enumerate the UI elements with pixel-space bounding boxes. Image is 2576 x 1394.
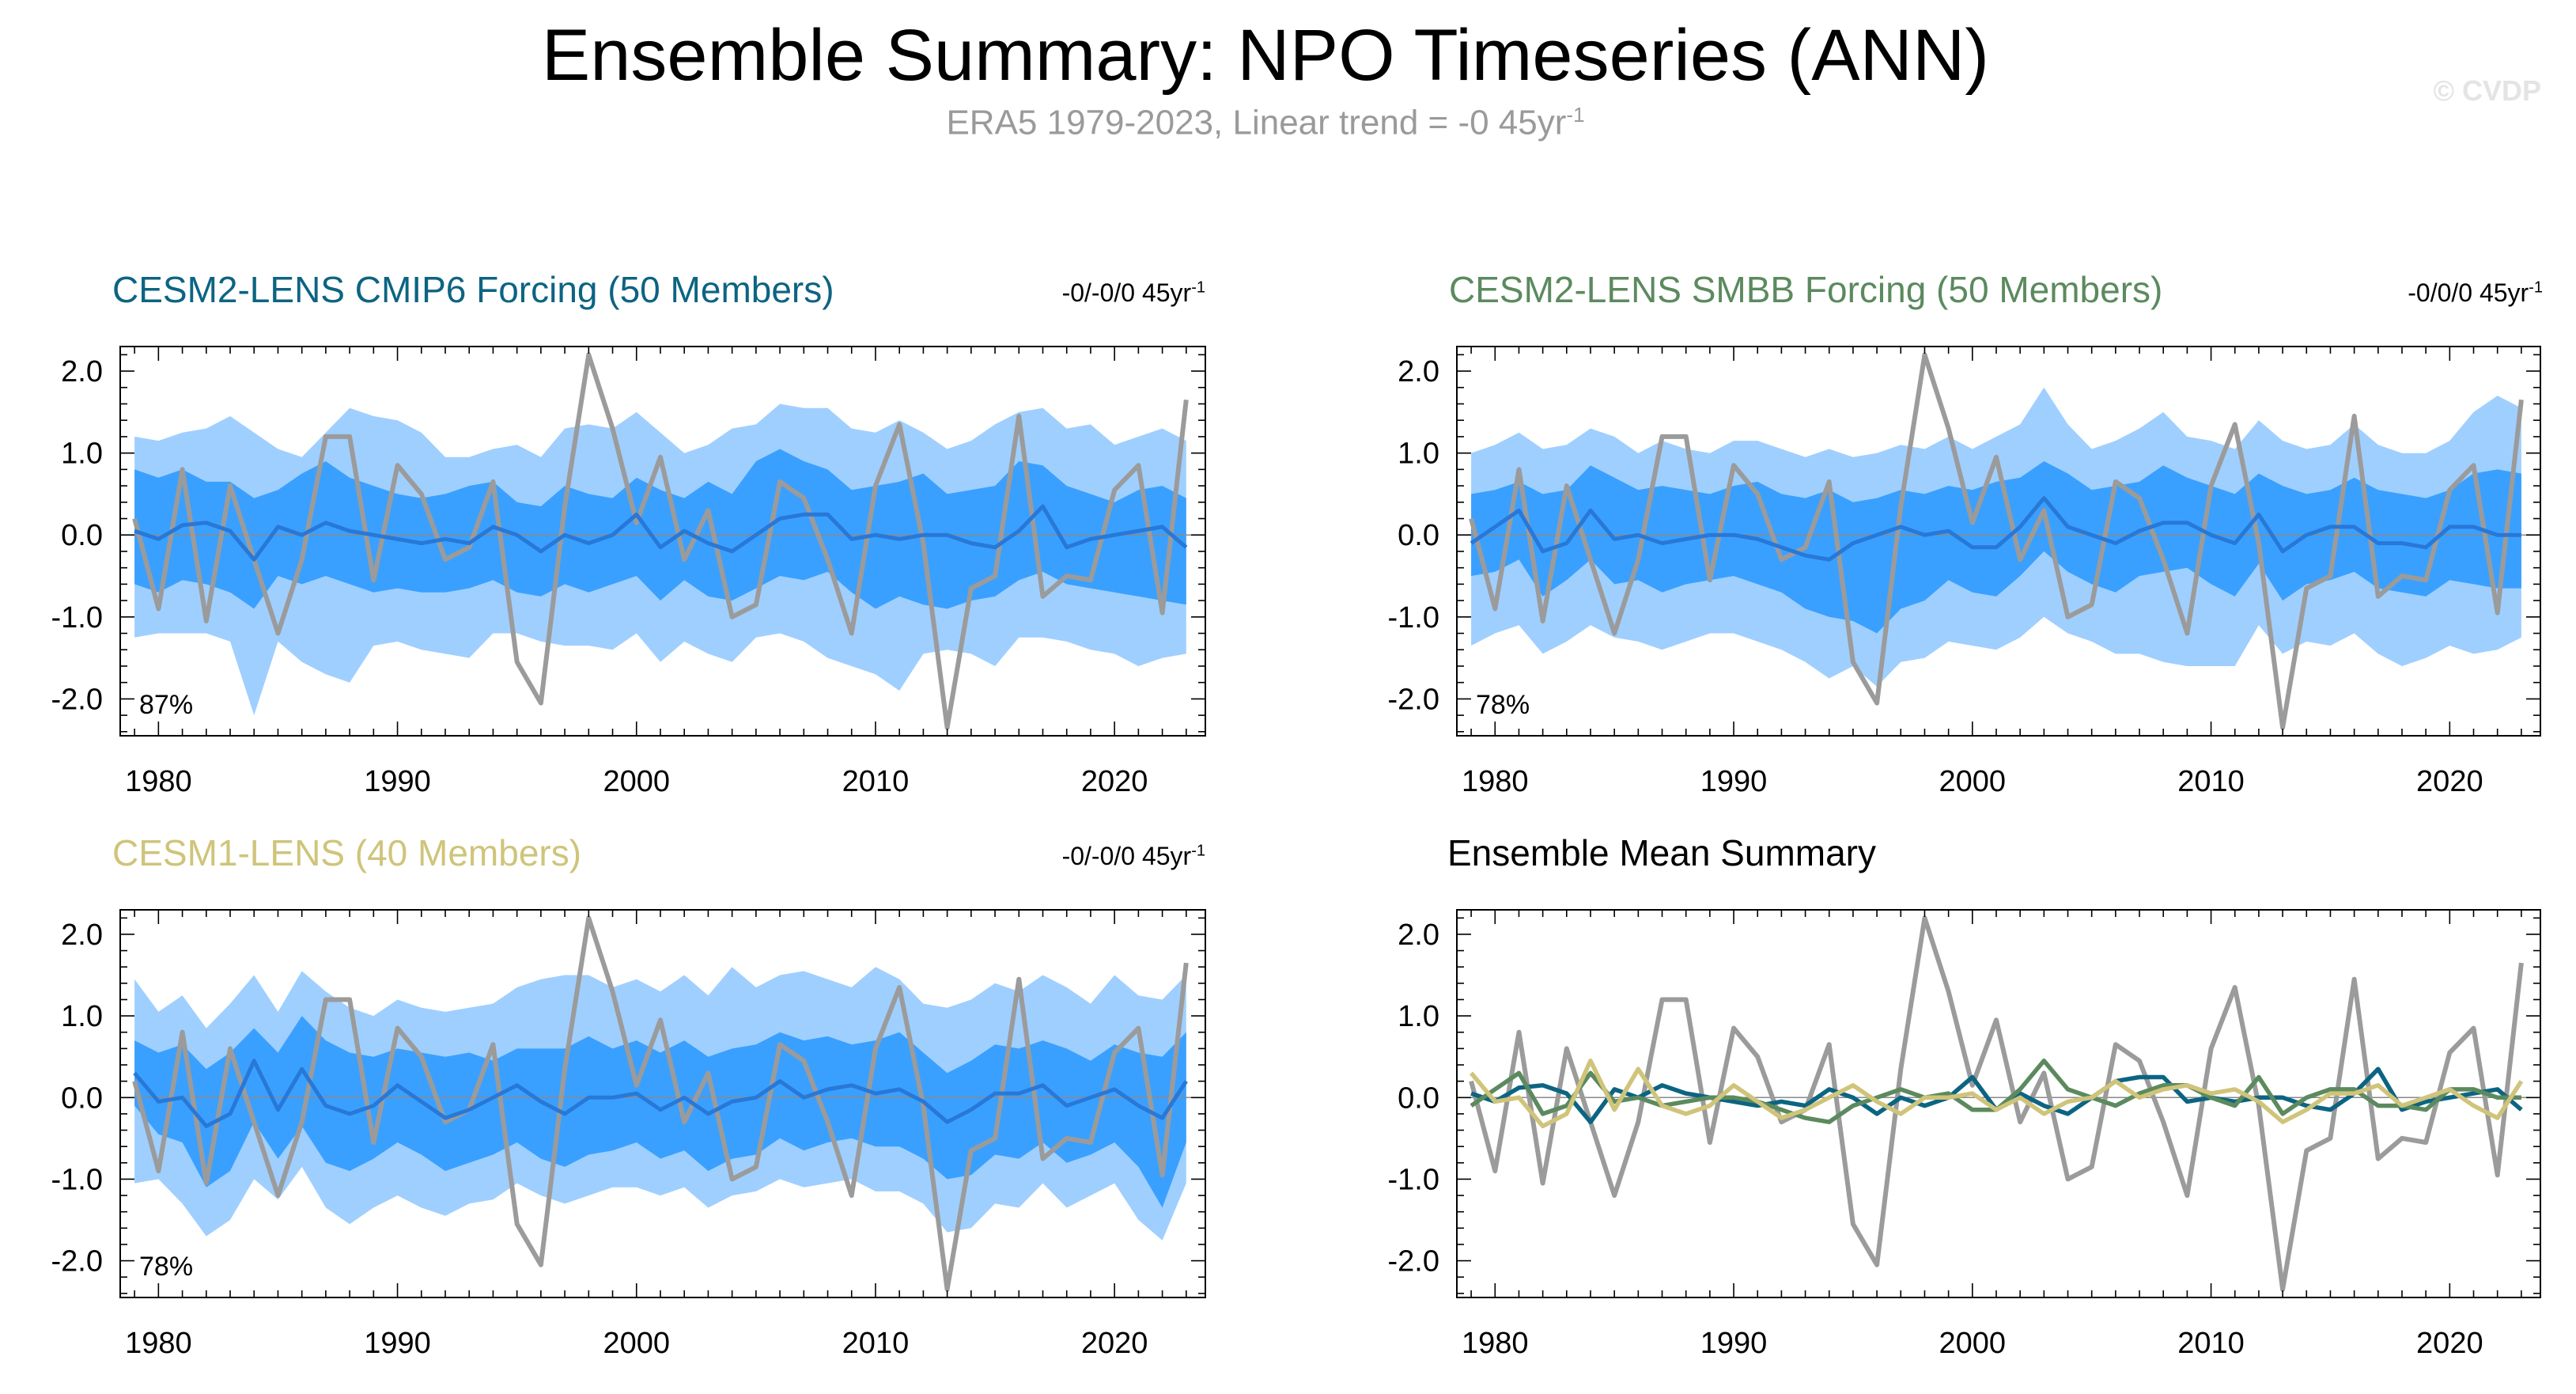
trend-text: -0/-0/0 45yr [1061, 278, 1192, 307]
x-tick-label: 1990 [1700, 765, 1768, 798]
spread-band-inner [134, 449, 1186, 609]
era5-line [1469, 915, 2524, 1292]
x-tick-label: 2000 [1939, 765, 2007, 798]
ensemble-mean-line [1470, 496, 2521, 562]
era5-line [132, 352, 1189, 730]
x-tick-label: 1980 [125, 1327, 192, 1360]
y-tick-label: 2.0 [1398, 355, 1439, 388]
y-tick-label: -1.0 [51, 601, 103, 634]
chart-panel-3: 1980 1990 2000 2010 2020 2.0 1.0 0.0 -1.0 -2.0 [1388, 909, 2541, 1360]
trend-exponent: -1 [2529, 278, 2543, 297]
y-tick-label: 0.0 [61, 1081, 103, 1115]
trend-exponent: -1 [1191, 842, 1205, 860]
y-tick-label: -2.0 [1388, 1245, 1439, 1278]
figure-title: Ensemble Summary: NPO Timeseries (ANN) [541, 15, 1990, 96]
x-tick-label: 1990 [1700, 1327, 1768, 1360]
x-tick-label: 2000 [1939, 1327, 2007, 1360]
cesm1-mean-line [1469, 1059, 2524, 1129]
chart-panel-2: 1980 1990 2000 2010 2020 2.0 1.0 0.0 -1.0 -2.0 78% [51, 909, 1206, 1360]
cvdp-watermark: © CVDP [2433, 74, 2541, 107]
y-tick-label: 2.0 [61, 355, 103, 388]
plot-frame [1456, 909, 2541, 1298]
y-tick-label: 1.0 [1398, 1000, 1439, 1033]
x-tick-label: 2010 [842, 765, 910, 798]
plot-frame [119, 909, 1206, 1298]
y-tick-label: 2.0 [61, 919, 103, 952]
x-tick-label: 1980 [1462, 1327, 1529, 1360]
y-tick-label: 1.0 [61, 1000, 103, 1033]
x-tick-label: 2010 [2177, 765, 2245, 798]
percent-label: 78% [1476, 690, 1530, 720]
subtitle-text: ERA5 1979-2023, Linear trend = -0 45yr [946, 103, 1567, 142]
y-tick-label: -1.0 [51, 1163, 103, 1196]
chart-panel-0: 1980 1990 2000 2010 2020 2.0 1.0 0.0 -1.0 -2.0 87% [51, 346, 1206, 798]
panel-trend-smbb: -0/0/0 45yr-1 [2408, 278, 2543, 308]
y-tick-label: -2.0 [1388, 683, 1439, 716]
x-tick-label: 2020 [1081, 765, 1148, 798]
x-tick-label: 2020 [2416, 765, 2483, 798]
panel-title-cmip6: CESM2-LENS CMIP6 Forcing (50 Members) [112, 269, 834, 310]
y-tick-label: 1.0 [1398, 438, 1439, 471]
panel-title-cesm1: CESM1-LENS (40 Members) [112, 832, 582, 873]
y-tick-label: -1.0 [1388, 1163, 1439, 1196]
x-tick-label: 1980 [125, 765, 192, 798]
panel-trend-cmip6: -0/-0/0 45yr-1 [1062, 278, 1205, 308]
percent-label: 87% [139, 690, 193, 720]
y-tick-label: 0.0 [1398, 1081, 1439, 1115]
trend-text: -0/0/0 45yr [2408, 278, 2529, 307]
y-tick-label: -1.0 [1388, 601, 1439, 634]
spread-band-inner [134, 1016, 1186, 1208]
subtitle-exponent: -1 [1566, 103, 1585, 127]
x-tick-label: 2000 [603, 765, 670, 798]
panel-title-smbb: CESM2-LENS SMBB Forcing (50 Members) [1449, 269, 2163, 310]
x-tick-label: 2010 [2177, 1327, 2245, 1360]
x-tick-label: 1990 [364, 765, 431, 798]
x-tick-label: 1980 [1462, 765, 1529, 798]
x-tick-label: 2020 [1081, 1327, 1148, 1360]
y-tick-label: 0.0 [1398, 519, 1439, 552]
y-tick-label: 2.0 [1398, 919, 1439, 952]
panel-trend-cesm1: -0/-0/0 45yr-1 [1062, 842, 1205, 871]
y-tick-label: 0.0 [61, 519, 103, 552]
y-tick-label: 1.0 [61, 438, 103, 471]
percent-label: 78% [139, 1252, 193, 1282]
trend-text: -0/-0/0 45yr [1061, 842, 1192, 870]
x-tick-label: 2000 [603, 1327, 670, 1360]
era5-line [1469, 352, 2524, 730]
y-tick-label: -2.0 [51, 683, 103, 716]
plot-frame [1456, 346, 2541, 737]
panel-title-ensemble-mean: Ensemble Mean Summary [1447, 832, 1876, 873]
trend-exponent: -1 [1191, 278, 1205, 297]
ensemble-mean-line [133, 1059, 1188, 1128]
x-tick-label: 2020 [2416, 1327, 2483, 1360]
figure-subtitle: ERA5 1979-2023, Linear trend = -0 45yr-1 [0, 103, 2531, 143]
plot-frame [119, 346, 1206, 737]
y-tick-label: -2.0 [51, 1245, 103, 1278]
x-tick-label: 1990 [364, 1327, 431, 1360]
chart-panel-1: 1980 1990 2000 2010 2020 2.0 1.0 0.0 -1.0 -2.0 78% [1388, 346, 2541, 798]
x-tick-label: 2010 [842, 1327, 910, 1360]
ensemble-mean-line [134, 504, 1188, 562]
